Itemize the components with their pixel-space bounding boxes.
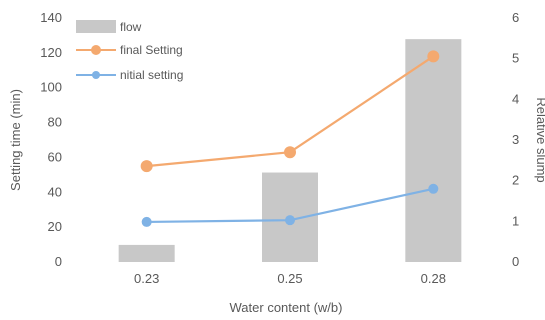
y-right-tick-label: 6 — [512, 10, 519, 25]
legend-label-flow: flow — [120, 20, 142, 34]
legend-marker-final-setting — [91, 45, 101, 55]
y-left-tick-label: 20 — [48, 219, 62, 234]
y-left-tick-label: 80 — [48, 115, 62, 130]
y-left-tick-label: 100 — [40, 80, 62, 95]
point-nitial-setting — [428, 183, 439, 194]
y-left-tick-label: 140 — [40, 10, 62, 25]
point-nitial-setting — [285, 215, 295, 226]
right-axis: 0 1 2 3 4 5 6 — [512, 10, 519, 269]
x-axis: 0.23 0.25 0.28 — [134, 271, 446, 286]
x-tick-label: 0.25 — [277, 271, 302, 286]
legend-label-initial-setting: nitial setting — [120, 68, 183, 82]
y-right-tick-label: 1 — [512, 213, 519, 228]
point-nitial-setting — [141, 216, 152, 227]
legend-marker-initial-setting — [92, 71, 100, 79]
legend-label-final-setting: final Setting — [120, 43, 183, 57]
left-axis: 0 20 40 60 80 100 120 140 — [40, 10, 62, 269]
bar-flow — [405, 39, 462, 262]
x-tick-label: 0.28 — [421, 271, 446, 286]
y-left-tick-label: 60 — [48, 149, 62, 164]
legend: flow final Setting nitial setting — [76, 20, 183, 82]
point-final-setting — [427, 50, 440, 63]
y-left-tick-label: 40 — [48, 184, 62, 199]
point-final-setting — [140, 160, 153, 173]
y-axis-right-title: Relative slump — [534, 97, 545, 182]
x-axis-title: Water content (w/b) — [230, 300, 343, 315]
lines-group — [140, 50, 440, 227]
y-left-tick-label: 0 — [55, 254, 62, 269]
x-tick-label: 0.23 — [134, 271, 159, 286]
y-right-tick-label: 2 — [512, 173, 519, 188]
y-axis-left-title: Setting time (min) — [8, 89, 23, 191]
bar-flow — [118, 244, 175, 262]
y-left-tick-label: 120 — [40, 45, 62, 60]
y-right-tick-label: 3 — [512, 132, 519, 147]
y-right-tick-label: 0 — [512, 254, 519, 269]
legend-swatch-flow — [76, 20, 116, 33]
y-right-tick-label: 4 — [512, 91, 519, 106]
y-right-tick-label: 5 — [512, 51, 519, 66]
point-final-setting — [284, 146, 296, 159]
